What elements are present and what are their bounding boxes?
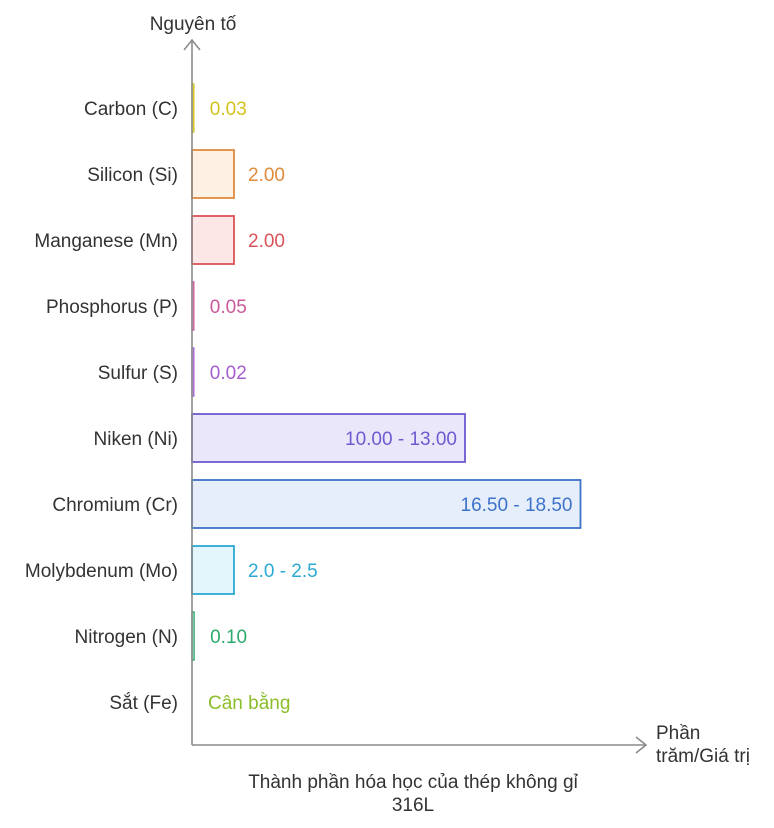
value-label-chromium-cr: 16.50 - 18.50 xyxy=(461,495,573,516)
category-label-niken-ni: Niken (Ni) xyxy=(94,429,178,450)
bar-molybdenum-mo xyxy=(191,545,235,595)
value-label-carbon-c: 0.03 xyxy=(210,99,247,120)
chart-caption-line-1: Thành phần hóa học của thép không gỉ xyxy=(248,772,578,793)
y-axis-title: Nguyên tố xyxy=(150,14,237,35)
x-axis-title-line-1: Phần xyxy=(656,723,700,744)
bar-silicon-si xyxy=(191,149,235,199)
value-label-nitrogen-n: 0.10 xyxy=(210,627,247,648)
x-axis-arrow xyxy=(635,736,648,754)
chart-caption-line-2: 316L xyxy=(392,795,434,816)
category-label-sulfur-s: Sulfur (S) xyxy=(98,363,178,384)
value-label-molybdenum-mo: 2.0 - 2.5 xyxy=(248,561,318,582)
category-label-molybdenum-mo: Molybdenum (Mo) xyxy=(25,561,178,582)
category-label-s-t-fe: Sắt (Fe) xyxy=(109,692,178,714)
bar-niken-ni xyxy=(191,413,466,463)
y-axis-arrow xyxy=(183,38,201,51)
value-label-manganese-mn: 2.00 xyxy=(248,231,285,252)
category-label-carbon-c: Carbon (C) xyxy=(84,99,178,120)
category-label-chromium-cr: Chromium (Cr) xyxy=(52,495,178,516)
category-label-manganese-mn: Manganese (Mn) xyxy=(34,231,178,252)
category-label-phosphorus-p: Phosphorus (P) xyxy=(46,297,178,318)
value-label-silicon-si: 2.00 xyxy=(248,165,285,186)
value-label-s-t-fe: Cân bằng xyxy=(208,692,290,714)
bar-manganese-mn xyxy=(191,215,235,265)
value-label-phosphorus-p: 0.05 xyxy=(210,297,247,318)
x-axis-title-line-2: trăm/Giá trị xyxy=(656,746,750,767)
category-label-silicon-si: Silicon (Si) xyxy=(87,165,178,186)
value-label-niken-ni: 10.00 - 13.00 xyxy=(345,429,457,450)
value-label-sulfur-s: 0.02 xyxy=(210,363,247,384)
category-label-nitrogen-n: Nitrogen (N) xyxy=(75,627,178,648)
